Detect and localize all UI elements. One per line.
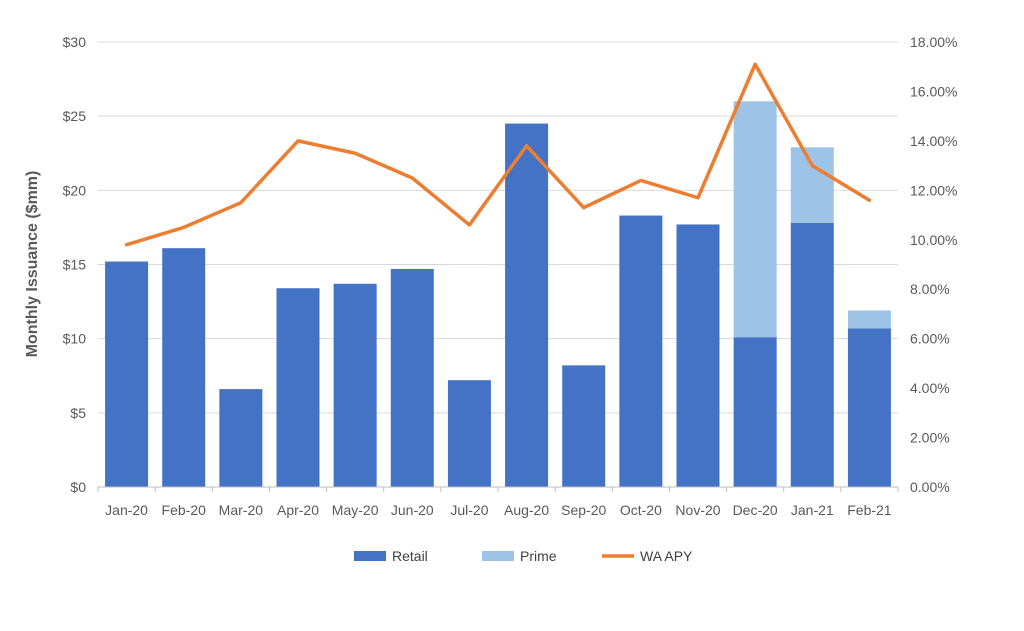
bar-retail <box>448 380 491 487</box>
bar-retail <box>391 269 434 487</box>
y-tick-label: $10 <box>63 331 87 347</box>
bar-retail <box>277 288 320 487</box>
bar-retail <box>619 216 662 487</box>
y-tick-label: $5 <box>70 405 86 421</box>
y2-tick-label: 6.00% <box>910 331 950 347</box>
y2-tick-label: 2.00% <box>910 430 950 446</box>
x-tick-label: Mar-20 <box>219 502 264 518</box>
y-axis-title: Monthly Issuance ($mm) <box>24 171 41 358</box>
x-tick-label: Nov-20 <box>675 502 720 518</box>
x-tick-label: Jan-20 <box>105 502 148 518</box>
x-tick-label: Apr-20 <box>277 502 319 518</box>
x-tick-label: Oct-20 <box>620 502 662 518</box>
bar-prime <box>791 147 834 223</box>
y2-tick-label: 18.00% <box>910 34 957 50</box>
y2-tick-label: 12.00% <box>910 182 957 198</box>
x-tick-label: Feb-20 <box>162 502 207 518</box>
x-tick-label: Jul-20 <box>450 502 488 518</box>
bar-retail <box>848 328 891 487</box>
bar-retail <box>677 224 720 487</box>
legend-swatch-retail <box>354 551 386 561</box>
y-tick-label: $15 <box>63 257 87 273</box>
y2-tick-label: 4.00% <box>910 380 950 396</box>
bar-prime <box>848 310 891 328</box>
bar-retail <box>105 262 148 487</box>
y2-tick-label: 8.00% <box>910 281 950 297</box>
bar-prime <box>734 101 777 337</box>
bar-retail <box>734 337 777 487</box>
legend-label: Retail <box>392 548 428 564</box>
y2-tick-label: 16.00% <box>910 83 957 99</box>
legend-label: Prime <box>520 548 557 564</box>
x-tick-label: Aug-20 <box>504 502 549 518</box>
y2-tick-label: 14.00% <box>910 133 957 149</box>
bar-retail <box>219 389 262 487</box>
y-tick-label: $30 <box>63 34 87 50</box>
y2-tick-label: 0.00% <box>910 479 950 495</box>
legend-label: WA APY <box>640 548 693 564</box>
bar-retail <box>505 124 548 487</box>
x-tick-label: Dec-20 <box>733 502 778 518</box>
y-tick-label: $20 <box>63 182 87 198</box>
legend-swatch-prime <box>482 551 514 561</box>
bar-retail <box>562 365 605 487</box>
x-tick-label: May-20 <box>332 502 379 518</box>
y-tick-label: $25 <box>63 108 87 124</box>
x-tick-label: Jun-20 <box>391 502 434 518</box>
bar-retail <box>334 284 377 487</box>
x-tick-label: Jan-21 <box>791 502 834 518</box>
x-tick-label: Sep-20 <box>561 502 606 518</box>
y2-tick-label: 10.00% <box>910 232 957 248</box>
bar-retail <box>162 248 205 487</box>
x-tick-label: Feb-21 <box>847 502 892 518</box>
y-tick-label: $0 <box>70 479 86 495</box>
bar-retail <box>791 223 834 487</box>
